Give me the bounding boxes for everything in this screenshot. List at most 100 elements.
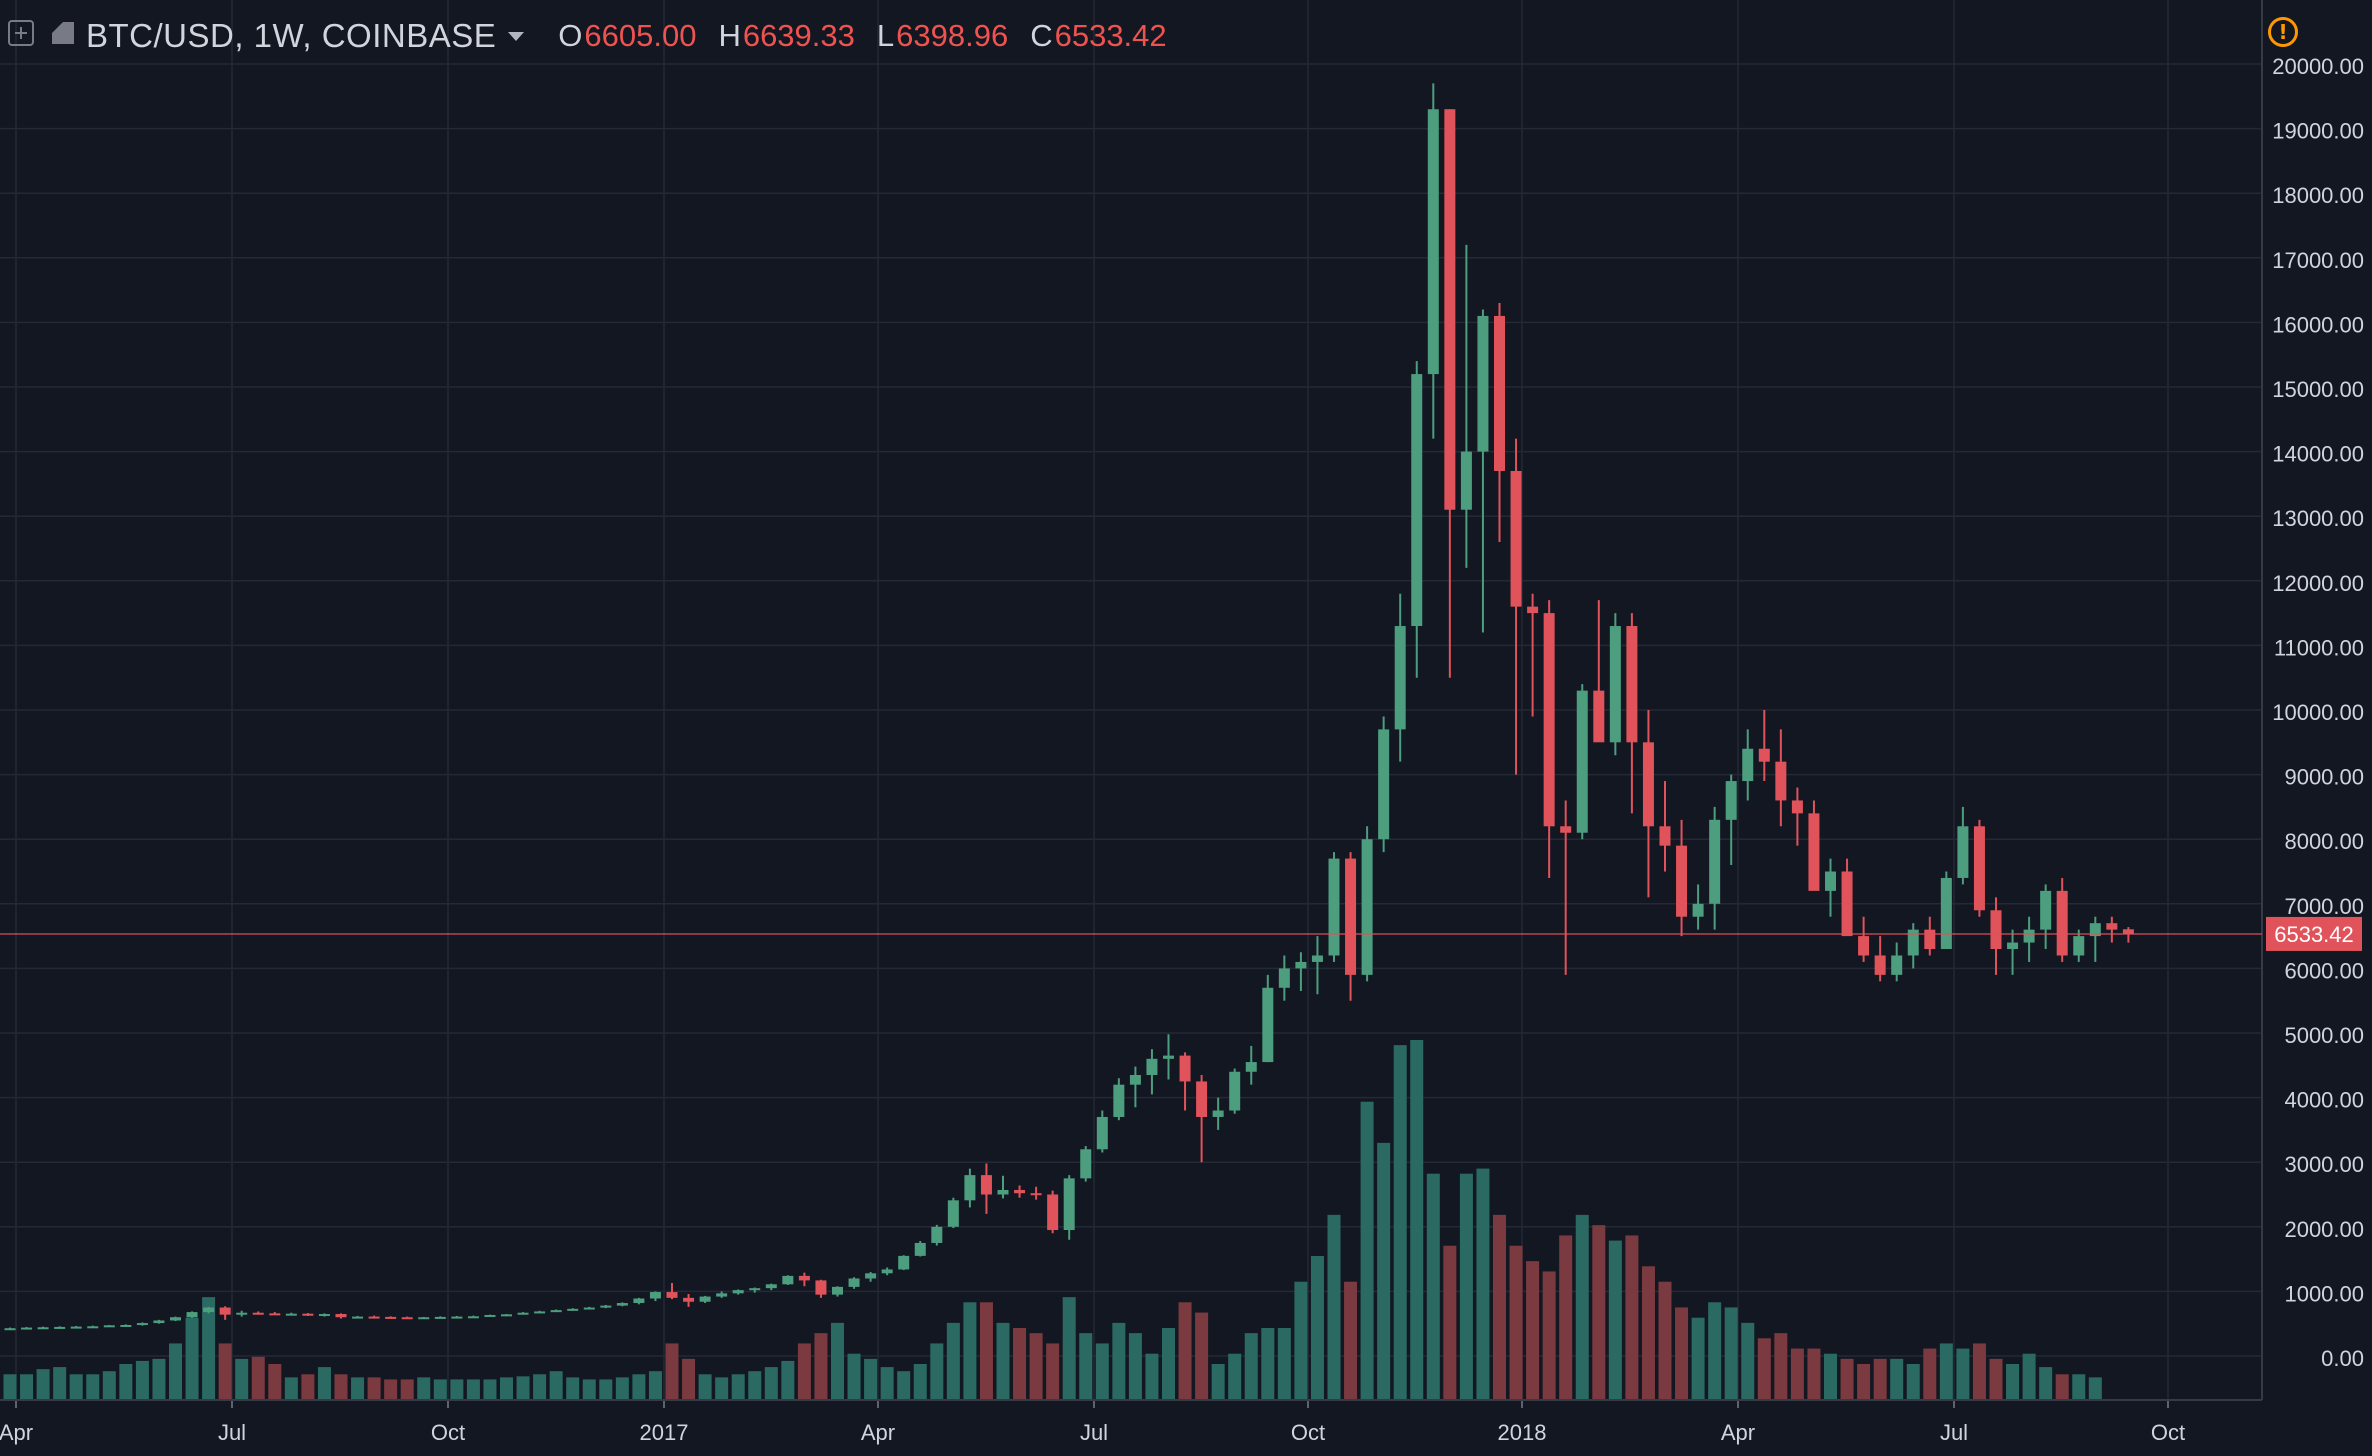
volume-bar [1426, 1173, 1440, 1400]
volume-bar [1162, 1328, 1175, 1400]
volume-bar [1873, 1358, 1887, 1400]
y-tick-label: 18000.00 [2272, 183, 2364, 208]
open-label: O [558, 18, 583, 53]
volume-bar [367, 1377, 381, 1400]
y-tick-label: 6000.00 [2284, 958, 2364, 983]
candle-body [616, 1303, 628, 1306]
candle-body [848, 1278, 860, 1287]
candle-body [1676, 845, 1688, 917]
candle-body [1758, 748, 1770, 762]
candle-body [1212, 1110, 1224, 1117]
candle-body [2040, 890, 2052, 930]
volume-bar [847, 1353, 861, 1400]
candle-body [1262, 987, 1274, 1063]
volume-bar [1476, 1168, 1490, 1400]
volume-bar [1360, 1101, 1374, 1400]
candle-body [2023, 929, 2035, 943]
symbol-title[interactable]: BTC/USD, 1W, COINBASE [86, 17, 497, 54]
candle-body [1229, 1071, 1241, 1111]
volume-bar [979, 1302, 993, 1400]
candle-body [451, 1316, 463, 1319]
candle-body [236, 1312, 248, 1315]
volume-bar [748, 1371, 762, 1400]
candle-body [1841, 871, 1853, 937]
candle-body [1278, 968, 1290, 988]
candle-body [1642, 742, 1654, 827]
candle-body [1179, 1055, 1191, 1082]
candle-body [1593, 690, 1605, 743]
volume-bar [1526, 1261, 1540, 1400]
alert-circle-icon[interactable]: ! [2268, 17, 2298, 47]
volume-bar [417, 1377, 431, 1400]
volume-bar [202, 1297, 216, 1400]
candle-body [302, 1313, 314, 1316]
volume-bar [351, 1377, 365, 1400]
volume-bar [996, 1322, 1010, 1400]
volume-bar [1675, 1307, 1689, 1400]
volume-bar [1939, 1343, 1953, 1400]
volume-bar [880, 1367, 894, 1400]
plus-square-icon[interactable] [8, 20, 34, 46]
last-price-marker: 6533.42 [0, 916, 2362, 951]
candle-body [1940, 877, 1952, 950]
volume-bar [831, 1322, 844, 1400]
volume-bar [2022, 1353, 2036, 1400]
y-tick-label: 15000.00 [2272, 377, 2364, 402]
volume-bar [433, 1379, 447, 1400]
x-tick-label: Oct [431, 1420, 465, 1445]
candle-body [964, 1175, 976, 1201]
candle-body [1460, 451, 1472, 510]
flag-icon[interactable] [52, 22, 74, 44]
caret-down-icon[interactable] [508, 31, 525, 41]
candle-body [1163, 1055, 1174, 1059]
chart-header: BTC/USD, 1W, COINBASE O 6605.00 H 6639.33 … [86, 14, 1167, 58]
x-tick-label: Jul [1940, 1420, 1968, 1445]
candle-body [252, 1312, 264, 1315]
volume-bar [1443, 1245, 1457, 1400]
volume-bar [1923, 1348, 1937, 1400]
volume-bar [235, 1358, 249, 1400]
candle-body [782, 1275, 794, 1285]
candle-body [765, 1284, 777, 1289]
candle-body [980, 1175, 992, 1195]
candlesticks [4, 83, 2134, 1331]
candle-body [1311, 955, 1323, 962]
y-tick-label: 5000.00 [2284, 1023, 2364, 1048]
candle-body [352, 1316, 364, 1319]
volume-bar [1079, 1333, 1093, 1400]
close-value: 6533.42 [1054, 18, 1167, 53]
low-label: L [876, 18, 895, 53]
y-tick-label: 17000.00 [2272, 248, 2364, 273]
volume-bar [1608, 1240, 1622, 1400]
volume-bar [301, 1374, 315, 1400]
volume-bar [1575, 1214, 1589, 1400]
candle-body [699, 1296, 711, 1302]
candle-body [1063, 1178, 1075, 1231]
candle-body [1543, 613, 1555, 827]
volume-bar [615, 1377, 629, 1400]
candle-body [716, 1293, 728, 1297]
volume-bar [1592, 1225, 1606, 1400]
volume-bar [152, 1358, 166, 1400]
candle-body [666, 1292, 678, 1298]
candle-body [683, 1297, 695, 1302]
y-tick-label: 4000.00 [2284, 1088, 2364, 1113]
volume-bar [1095, 1343, 1109, 1400]
candle-body [732, 1290, 744, 1294]
volume-bar [1377, 1142, 1391, 1400]
y-tick-label: 0.00 [2321, 1346, 2364, 1371]
volume-bar [2072, 1374, 2086, 1400]
candle-body [2056, 890, 2068, 956]
volume-bar [1410, 1040, 1424, 1400]
volume-bar [1062, 1297, 1076, 1400]
candle-body [1891, 955, 1903, 975]
candle-body [1096, 1116, 1108, 1150]
volume-bar [1790, 1348, 1804, 1400]
volume-bar [1228, 1353, 1242, 1400]
volume-bar [566, 1377, 580, 1400]
candle-body [1014, 1189, 1026, 1194]
volume-bar [1277, 1328, 1291, 1400]
candle-body [1924, 929, 1936, 950]
